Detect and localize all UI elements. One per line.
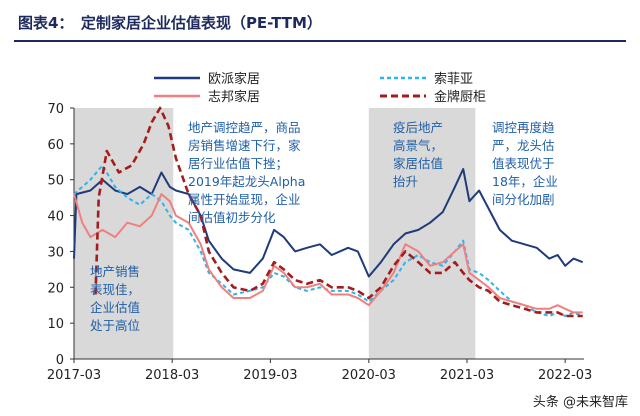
source-watermark: 头条 @未来智库 (532, 395, 628, 410)
y-tick-label: 10 (47, 317, 64, 332)
period-annotation-line: 间估值初步分化 (188, 210, 276, 225)
period-annotation-line: 居行业估值下挫； (188, 156, 288, 171)
y-tick-label: 50 (47, 174, 64, 189)
legend-label: 索菲亚 (434, 72, 473, 87)
period-annotation-line: 表现佳， (90, 282, 140, 297)
period-annotation-line: 家居估值 (393, 156, 443, 171)
period-annotation-line: 18年，企业 (492, 174, 558, 189)
x-tick-label: 2021-03 (440, 368, 494, 383)
y-tick-label: 60 (47, 138, 64, 153)
legend-label: 志邦家居 (208, 89, 260, 105)
legend-label: 欧派家居 (208, 71, 260, 87)
shaded-period (368, 108, 476, 359)
x-tick-label: 2020-03 (342, 368, 396, 383)
chart-title: 图表4： 定制家居企业估值表现（PE-TTM） (18, 14, 322, 32)
title-bar: 图表4： 定制家居企业估值表现（PE-TTM） (0, 0, 640, 42)
period-annotation-line: 地产调控趋严，商品 (188, 120, 301, 135)
series-line-欧派家居 (73, 168, 584, 278)
x-tick-label: 2019-03 (243, 368, 297, 383)
y-tick-label: 0 (56, 353, 64, 368)
period-annotation-line: 抬升 (393, 174, 418, 189)
shaded-period (74, 108, 174, 359)
period-annotation-line: 高景气， (393, 138, 443, 153)
y-tick-label: 40 (47, 210, 64, 225)
period-annotation-line: 严，龙头估 (492, 138, 555, 153)
series-line-索菲亚 (73, 164, 584, 317)
y-tick-label: 70 (47, 102, 64, 117)
period-annotation-line: 处于高位 (90, 318, 140, 333)
period-annotation-line: 地产销售 (90, 264, 140, 279)
period-annotation-line: 2019年起龙头Alpha (188, 174, 305, 189)
legend-label: 金牌厨柜 (434, 89, 486, 105)
x-tick-label: 2017-03 (47, 368, 101, 383)
period-annotation-line: 属性开始显现，企业 (188, 192, 301, 207)
y-tick-label: 30 (47, 245, 64, 260)
period-annotation-line: 调控再度趋 (492, 120, 555, 135)
title-rule (14, 40, 626, 42)
period-annotation-line: 疫后地产 (393, 120, 443, 135)
series-line-志邦家居 (73, 193, 583, 314)
period-annotation-line: 值表现优于 (492, 156, 555, 171)
period-annotation-line: 企业估值 (90, 300, 140, 315)
y-tick-label: 20 (47, 281, 64, 296)
period-annotation-line: 房销售增速下行，家 (188, 138, 301, 153)
period-annotation-line: 间分化加剧 (492, 192, 555, 207)
x-tick-label: 2018-03 (145, 368, 199, 383)
series-line-金牌厨柜 (94, 106, 583, 318)
x-tick-label: 2022-03 (538, 368, 592, 383)
